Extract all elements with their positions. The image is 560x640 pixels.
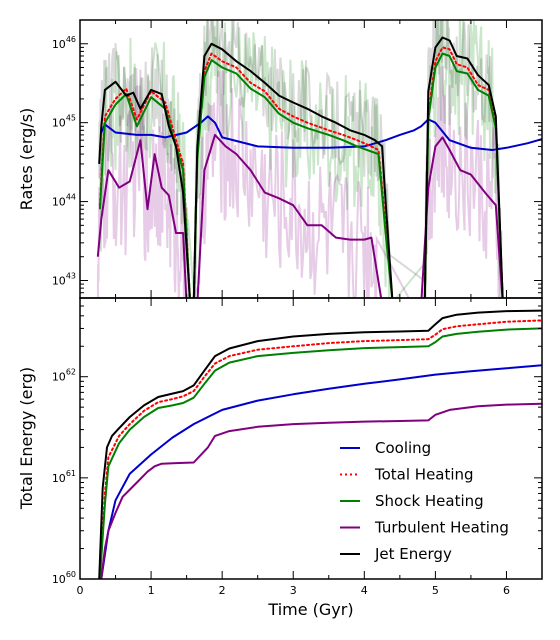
top-series-total-heating bbox=[98, 46, 504, 298]
top-series-jet-energy bbox=[98, 36, 504, 298]
y-tick-label: 1060 bbox=[52, 570, 76, 586]
legend-label-cooling: Cooling bbox=[375, 439, 431, 457]
bottom-series-turbulent-heating bbox=[100, 402, 542, 579]
top-series-shock-heating bbox=[98, 52, 504, 298]
bottom-axes-frame bbox=[79, 297, 543, 580]
x-tick-label: 6 bbox=[503, 584, 510, 597]
noise-band-turbulent-heating bbox=[96, 65, 502, 298]
top-y-axis-label: Rates (erg/s) bbox=[17, 108, 36, 211]
x-tick-label: 3 bbox=[290, 584, 297, 597]
bottom-series-cooling bbox=[100, 364, 542, 579]
x-tick-label: 1 bbox=[148, 584, 155, 597]
legend-label-turbulent-heating: Turbulent Heating bbox=[374, 519, 509, 537]
top-series-lines bbox=[96, 36, 542, 298]
y-tick-label: 1062 bbox=[52, 368, 76, 384]
top-series-turbulent-heating bbox=[96, 133, 504, 298]
bottom-series-shock-heating bbox=[98, 327, 542, 579]
bottom-x-ticks: 0 1 2 3 4 5 6 bbox=[77, 298, 510, 597]
top-y-ticks: 1043 1044 1045 1046 bbox=[52, 19, 542, 299]
noise-band-shock-heating bbox=[98, 20, 502, 298]
y-tick-label: 1044 bbox=[52, 193, 76, 209]
x-tick-label: 0 bbox=[77, 584, 84, 597]
x-tick-label: 5 bbox=[432, 584, 439, 597]
x-tick-label: 4 bbox=[361, 584, 368, 597]
y-tick-label: 1043 bbox=[52, 271, 76, 287]
legend-label-jet-energy: Jet Energy bbox=[374, 545, 452, 563]
bottom-y-ticks: 1060 1061 1062 bbox=[52, 297, 542, 586]
legend-label-total-heating: Total Heating bbox=[374, 466, 474, 484]
x-axis-label: Time (Gyr) bbox=[267, 600, 353, 619]
bottom-series-lines bbox=[98, 309, 542, 579]
top-noise-bands bbox=[96, 20, 503, 298]
top-panel: 1043 1044 1045 1046 Rates (erg/s) bbox=[17, 19, 543, 299]
legend-label-shock-heating: Shock Heating bbox=[375, 492, 484, 510]
bottom-series-jet-energy bbox=[98, 309, 542, 579]
noise-band-jet-energy bbox=[98, 20, 503, 298]
top-series-cooling bbox=[100, 115, 542, 151]
top-x-ticks bbox=[79, 20, 507, 298]
y-tick-label: 1046 bbox=[52, 35, 76, 51]
y-tick-label: 1045 bbox=[52, 114, 76, 130]
y-tick-label: 1061 bbox=[52, 469, 76, 485]
bottom-y-axis-label: Total Energy (erg) bbox=[17, 367, 36, 510]
x-tick-label: 2 bbox=[219, 584, 226, 597]
bottom-series-total-heating bbox=[98, 319, 542, 579]
legend: Cooling Total Heating Shock Heating Turbule… bbox=[340, 439, 509, 563]
